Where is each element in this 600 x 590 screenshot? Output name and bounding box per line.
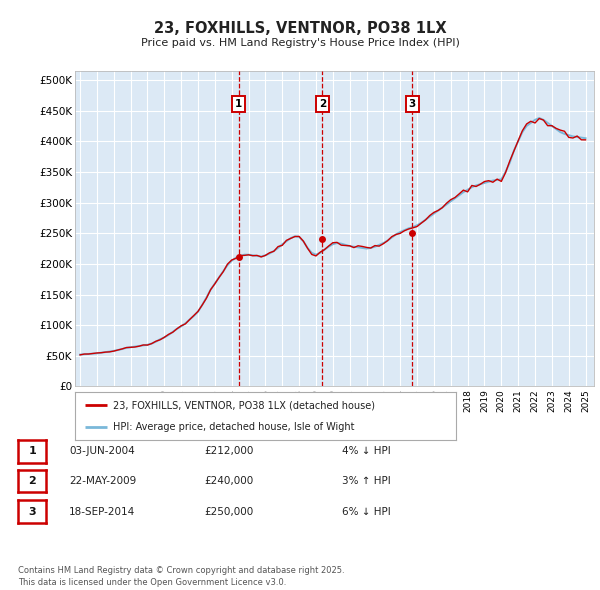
Text: HPI: Average price, detached house, Isle of Wight: HPI: Average price, detached house, Isle… (113, 422, 355, 432)
Text: 2: 2 (319, 99, 326, 109)
Text: 22-MAY-2009: 22-MAY-2009 (69, 476, 136, 486)
Text: 2: 2 (28, 476, 36, 486)
Text: 1: 1 (28, 447, 36, 456)
Text: 6% ↓ HPI: 6% ↓ HPI (342, 507, 391, 516)
Text: £212,000: £212,000 (204, 447, 253, 456)
Text: 4% ↓ HPI: 4% ↓ HPI (342, 447, 391, 456)
Text: 3: 3 (409, 99, 416, 109)
Text: 3% ↑ HPI: 3% ↑ HPI (342, 476, 391, 486)
Text: 3: 3 (28, 507, 36, 516)
Text: £240,000: £240,000 (204, 476, 253, 486)
Text: Contains HM Land Registry data © Crown copyright and database right 2025.
This d: Contains HM Land Registry data © Crown c… (18, 566, 344, 587)
Text: Price paid vs. HM Land Registry's House Price Index (HPI): Price paid vs. HM Land Registry's House … (140, 38, 460, 48)
Text: 18-SEP-2014: 18-SEP-2014 (69, 507, 135, 516)
Text: 1: 1 (235, 99, 242, 109)
Text: 23, FOXHILLS, VENTNOR, PO38 1LX: 23, FOXHILLS, VENTNOR, PO38 1LX (154, 21, 446, 35)
Text: 23, FOXHILLS, VENTNOR, PO38 1LX (detached house): 23, FOXHILLS, VENTNOR, PO38 1LX (detache… (113, 400, 375, 410)
Text: £250,000: £250,000 (204, 507, 253, 516)
Text: 03-JUN-2004: 03-JUN-2004 (69, 447, 135, 456)
